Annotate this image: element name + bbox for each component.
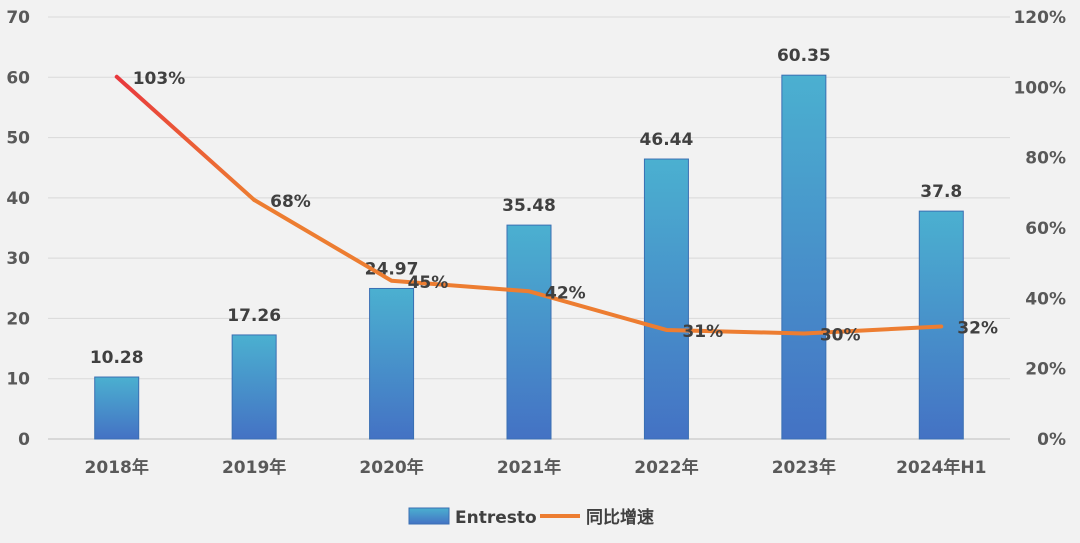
bar <box>369 287 415 440</box>
legend: Entresto 同比增速 <box>408 507 654 528</box>
bar <box>231 334 277 440</box>
right-tick-label: 60% <box>1025 219 1066 239</box>
legend-label-line: 同比增速 <box>586 507 654 528</box>
line-value-label: 45% <box>408 273 449 293</box>
line-value-label: 103% <box>133 69 186 89</box>
line-value-label: 32% <box>957 318 998 338</box>
bar-value-label: 46.44 <box>640 130 694 150</box>
left-tick-label: 40 <box>6 189 30 209</box>
right-tick-label: 20% <box>1025 360 1066 380</box>
left-tick-label: 10 <box>6 370 30 390</box>
legend-label-bar: Entresto <box>455 508 537 528</box>
right-tick-label: 0% <box>1037 430 1066 450</box>
line-value-label: 31% <box>682 322 723 342</box>
category-label: 2022年 <box>634 457 698 478</box>
line-value-label: 68% <box>270 192 311 212</box>
bar-value-label: 60.35 <box>777 46 831 66</box>
line-value-label: 42% <box>545 283 586 303</box>
legend-swatch-bar <box>408 507 450 525</box>
right-tick-label: 40% <box>1025 289 1066 309</box>
bar-value-label: 35.48 <box>502 196 556 216</box>
left-tick-label: 60 <box>6 68 30 88</box>
bar <box>506 224 552 440</box>
bar-value-label: 37.8 <box>920 182 962 202</box>
line-series: 103% 68% 45% 42% 31% 30% 32% <box>114 69 998 346</box>
left-tick-label: 30 <box>6 249 30 269</box>
right-tick-label: 80% <box>1025 149 1066 169</box>
left-tick-label: 50 <box>6 129 30 149</box>
left-axis: 0 10 20 30 40 50 60 70 <box>6 8 30 450</box>
bar <box>781 74 827 440</box>
line-value-label: 30% <box>820 326 861 346</box>
bar-value-label: 17.26 <box>227 306 281 326</box>
right-axis: 0% 20% 40% 60% 80% 100% 120% <box>1013 8 1066 450</box>
category-label: 2018年 <box>85 457 149 478</box>
bar <box>94 376 140 440</box>
left-tick-label: 70 <box>6 8 30 28</box>
left-tick-label: 0 <box>18 430 30 450</box>
category-label: 2024年H1 <box>896 457 986 478</box>
category-label: 2019年 <box>222 457 286 478</box>
left-tick-label: 20 <box>6 309 30 329</box>
category-label: 2020年 <box>359 457 423 478</box>
category-label: 2023年 <box>772 457 836 478</box>
growth-line <box>252 197 944 336</box>
category-label: 2021年 <box>497 457 561 478</box>
category-axis: 2018年 2019年 2020年 2021年 2022年 2023年 2024年H1 <box>85 457 987 478</box>
right-tick-label: 100% <box>1013 78 1066 98</box>
bar-value-label: 10.28 <box>90 348 144 368</box>
line-segment <box>114 74 257 202</box>
bar <box>643 158 689 440</box>
right-tick-label: 120% <box>1013 8 1066 28</box>
